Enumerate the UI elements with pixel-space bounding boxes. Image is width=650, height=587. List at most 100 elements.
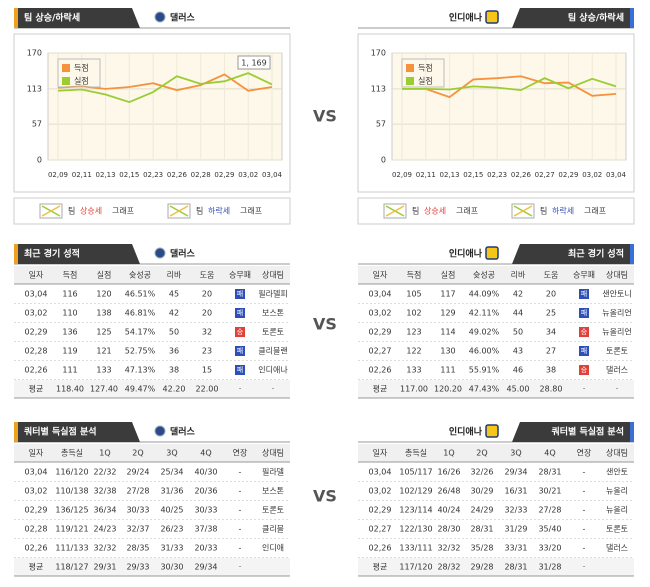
table-header-bg <box>14 444 290 462</box>
team-logo <box>485 424 499 438</box>
column-header: 총득실 <box>61 448 83 458</box>
cell: 28/31 <box>538 468 561 477</box>
average-cell: · <box>239 385 242 394</box>
average-row-bg <box>14 558 290 576</box>
cell: 22/32 <box>93 468 116 477</box>
cell: 02,27 <box>369 347 392 356</box>
cell: 122 <box>406 347 421 356</box>
series-line <box>402 75 617 99</box>
annotation-box <box>237 55 271 70</box>
team-name: 댈러스 <box>170 426 196 438</box>
table-header-bg <box>14 266 290 284</box>
legend-text: 하락세 <box>208 206 230 216</box>
cell: 32/33 <box>504 506 527 515</box>
column-header: 상대팀 <box>262 448 284 458</box>
column-header: 리바 <box>511 270 526 280</box>
cell: 33/20 <box>538 544 561 553</box>
cell: 27/28 <box>126 487 149 496</box>
legend-box <box>57 58 101 88</box>
cell: 32/26 <box>470 468 493 477</box>
cell: 02,28 <box>25 347 48 356</box>
cell: 52.75% <box>125 347 156 356</box>
cell: 110 <box>62 309 77 318</box>
y-tick-label: 0 <box>37 156 42 165</box>
column-header: 승무패 <box>229 270 251 280</box>
table-header-bg <box>358 266 634 284</box>
header-tab <box>14 8 140 28</box>
cell: 121 <box>96 347 111 356</box>
cell: 111 <box>62 366 77 375</box>
cell: 02,26 <box>369 366 392 375</box>
cell: 27 <box>546 347 556 356</box>
cell: - <box>583 468 586 477</box>
team-name: 인디애나 <box>449 426 483 438</box>
section-title: 팀 상승/하락세 <box>24 12 80 24</box>
cell: 보스톤 <box>262 487 284 496</box>
average-cell: 49.47% <box>125 385 156 394</box>
cell: - <box>239 544 242 553</box>
x-tick-label: 02,23 <box>487 171 507 179</box>
y-tick-label: 170 <box>371 49 386 58</box>
average-cell: 118.40 <box>56 385 84 394</box>
header-accent <box>14 422 18 442</box>
cell: 38 <box>546 366 556 375</box>
cell: 30/21 <box>538 487 561 496</box>
team-name: 인디애나 <box>449 248 483 260</box>
cell: 02,29 <box>369 506 392 515</box>
legend-icon-line <box>41 205 61 217</box>
series-line <box>57 72 273 104</box>
result-text: 패 <box>237 346 243 355</box>
average-row-bg <box>358 558 634 576</box>
average-cell: 29/28 <box>470 563 493 572</box>
x-tick-label: 02,28 <box>191 171 211 179</box>
cell: 44 <box>513 309 523 318</box>
legend-swatch <box>406 64 414 72</box>
cell: 33/31 <box>504 544 527 553</box>
column-header: 승무패 <box>573 270 595 280</box>
y-tick-label: 57 <box>376 120 386 129</box>
legend-text: 팀 <box>540 206 547 216</box>
cell: 111 <box>440 366 455 375</box>
header-tab <box>512 8 634 28</box>
vs-label: VS <box>313 315 337 334</box>
vs-label: VS <box>313 107 337 126</box>
cell: 23 <box>202 347 212 356</box>
cell: 03,02 <box>25 309 48 318</box>
cell: 44.09% <box>469 290 500 299</box>
cell: 40/30 <box>194 468 217 477</box>
cell: 111/133 <box>55 544 88 553</box>
cell: 136 <box>62 328 77 337</box>
column-header: 일자 <box>373 271 388 280</box>
header-tab <box>14 422 140 442</box>
column-header: 1Q <box>443 449 454 458</box>
x-tick-label: 03,04 <box>606 171 627 179</box>
average-cell: 29/31 <box>93 563 116 572</box>
cell: - <box>583 487 586 496</box>
legend-text: 상승세 <box>80 206 102 216</box>
team-name: 댈러스 <box>170 248 196 260</box>
cell: 42 <box>169 309 179 318</box>
x-tick-label: 02,23 <box>143 171 163 179</box>
column-header: 슛성공 <box>129 271 151 280</box>
series-line <box>57 73 273 92</box>
cell: 샌안토 <box>606 467 628 477</box>
cell: 토론토 <box>606 347 628 356</box>
cell: 136/125 <box>55 506 88 515</box>
annotation: 1, 169 <box>241 59 266 68</box>
cell: 34 <box>546 328 556 337</box>
column-header: 득점 <box>63 270 78 280</box>
average-cell: 28/32 <box>437 563 460 572</box>
average-cell: 127.40 <box>90 385 118 394</box>
cell: 110/138 <box>55 487 88 496</box>
legend-icon-line <box>385 205 405 217</box>
x-tick-label: 02,11 <box>416 171 436 179</box>
header-accent <box>14 244 18 264</box>
average-cell: 117/120 <box>399 563 432 572</box>
cell: 54.17% <box>125 328 156 337</box>
cell: 35/28 <box>470 544 493 553</box>
y-tick-label: 57 <box>32 120 42 129</box>
cell: 123 <box>406 328 421 337</box>
column-header: 연장 <box>233 448 248 458</box>
cell: 102 <box>406 309 421 318</box>
average-cell: 45.00 <box>507 385 530 394</box>
